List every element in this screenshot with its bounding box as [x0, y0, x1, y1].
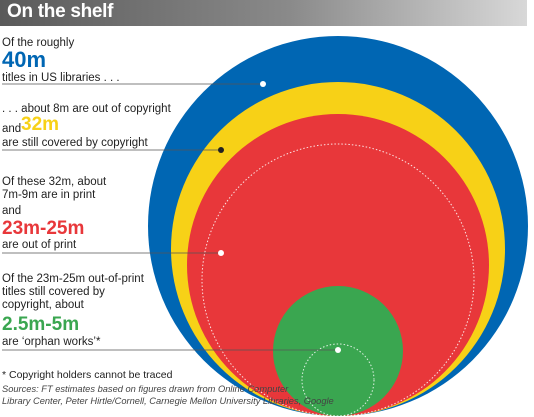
leader-40m-dot — [260, 81, 266, 87]
annotation-orphan-caption: are ‘orphan works’* — [2, 336, 101, 348]
figure-32m: 32m — [21, 114, 60, 135]
annotation-32m-and: and — [2, 123, 22, 135]
leader-23m-25m-dot — [218, 250, 224, 256]
annotation-40m-intro: Of the roughly — [2, 37, 75, 49]
chart-title: On the shelf — [7, 1, 114, 22]
sources-line-2: Library Center, Peter Hirtle/Cornell, Ca… — [2, 396, 334, 406]
annotation-23m-caption: are out of print — [2, 239, 77, 251]
figure-23m-25m: 23m-25m — [2, 218, 85, 239]
figure-2.5m-5m: 2.5m-5m — [2, 314, 80, 335]
leader-32m-dot — [218, 147, 224, 153]
annotation-inprint-line1: Of these 32m, about — [2, 176, 107, 188]
annotation-40m-caption: titles in US libraries . . . — [2, 72, 120, 84]
annotation-orphan-line1: Of the 23m-25m out-of-print — [2, 273, 144, 285]
annotation-23m-and: and — [2, 205, 22, 217]
footnote: * Copyright holders cannot be traced — [2, 369, 173, 381]
sources-line-1: Sources: FT estimates based on figures d… — [2, 384, 289, 394]
annotation-orphan-line2: titles still covered by — [2, 286, 105, 298]
annotation-32m-caption: are still covered by copyright — [2, 137, 148, 149]
title-bar: On the shelf — [0, 0, 527, 26]
circle-23m-25m — [187, 114, 489, 416]
annotation-8m-text: . . . about 8m are out of copyright — [2, 103, 171, 115]
annotation-orphan-line3: copyright, about — [2, 299, 84, 311]
dotted-outline-orphan — [301, 343, 375, 417]
leader-2.5m-5m-dot — [335, 347, 341, 353]
figure-40m: 40m — [2, 47, 47, 72]
annotation-inprint-line2: 7m-9m are in print — [2, 189, 96, 201]
